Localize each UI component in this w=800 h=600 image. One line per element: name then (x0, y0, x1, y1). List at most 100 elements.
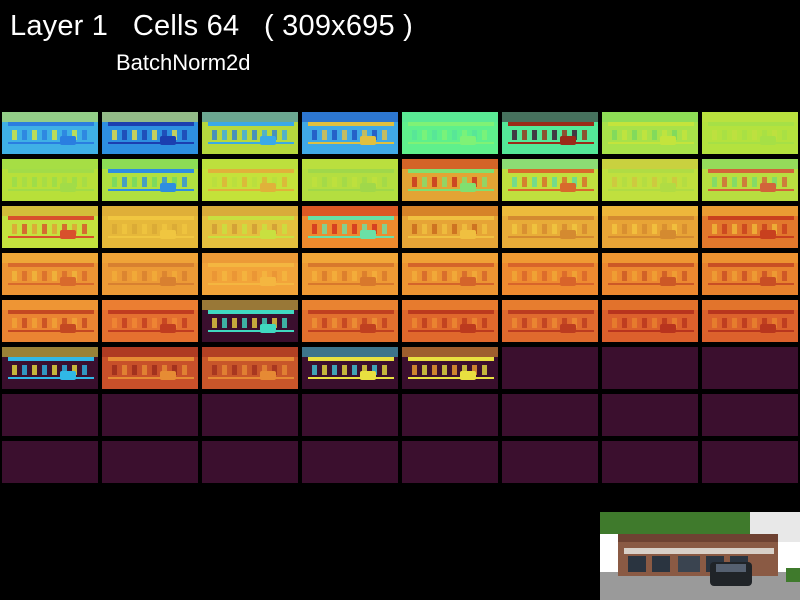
activation-map-icon (2, 253, 98, 295)
activation-map-icon (302, 300, 398, 342)
layer-type-label: BatchNorm2d (116, 49, 251, 77)
feature-map-cell (502, 206, 598, 248)
feature-map-cell (602, 347, 698, 389)
feature-map-cell (302, 253, 398, 295)
feature-map-cell (202, 300, 298, 342)
activation-map-icon (302, 394, 398, 436)
activation-map-icon (702, 300, 798, 342)
feature-map-cell (602, 394, 698, 436)
activation-map-icon (102, 159, 198, 201)
feature-map-cell (402, 394, 498, 436)
feature-map-cell (202, 347, 298, 389)
feature-map-cell (2, 206, 98, 248)
feature-map-cell (402, 206, 498, 248)
feature-map-cell (702, 300, 798, 342)
feature-map-cell (602, 441, 698, 483)
activation-map-icon (502, 112, 598, 154)
activation-map-icon (502, 347, 598, 389)
feature-map-cell (402, 159, 498, 201)
feature-map-cell (202, 394, 298, 436)
feature-map-cell (402, 253, 498, 295)
activation-map-icon (502, 441, 598, 483)
activation-map-icon (702, 159, 798, 201)
activation-map-icon (202, 253, 298, 295)
activation-map-icon (402, 206, 498, 248)
feature-map-cell (302, 347, 398, 389)
activation-map-icon (2, 394, 98, 436)
feature-map-cell (202, 441, 298, 483)
activation-map-icon (202, 300, 298, 342)
feature-map-cell (202, 206, 298, 248)
feature-map-cell (302, 159, 398, 201)
feature-map-cell (2, 300, 98, 342)
activation-map-icon (602, 112, 698, 154)
feature-map-cell (502, 300, 598, 342)
feature-map-cell (502, 394, 598, 436)
feature-map-cell (102, 441, 198, 483)
activation-map-icon (502, 300, 598, 342)
feature-map-cell (2, 159, 98, 201)
feature-map-cell (602, 206, 698, 248)
feature-map-cell (402, 347, 498, 389)
feature-map-cell (402, 112, 498, 154)
feature-map-cell (302, 394, 398, 436)
activation-map-icon (502, 394, 598, 436)
activation-map-icon (2, 112, 98, 154)
feature-map-cell (502, 347, 598, 389)
activation-map-icon (2, 300, 98, 342)
feature-map-cell (102, 300, 198, 342)
feature-map-cell (302, 300, 398, 342)
activation-map-icon (202, 206, 298, 248)
feature-map-cell (702, 253, 798, 295)
activation-map-icon (102, 394, 198, 436)
activation-map-icon (302, 441, 398, 483)
activation-map-icon (402, 159, 498, 201)
feature-map-cell (702, 159, 798, 201)
activation-map-icon (402, 300, 498, 342)
feature-map-cell (502, 159, 598, 201)
activation-map-icon (402, 112, 498, 154)
activation-map-icon (102, 206, 198, 248)
feature-map-cell (702, 347, 798, 389)
feature-map-cell (102, 394, 198, 436)
activation-map-icon (602, 441, 698, 483)
feature-map-cell (602, 253, 698, 295)
feature-map-cell (702, 206, 798, 248)
feature-map-cell (302, 206, 398, 248)
feature-map-cell (502, 441, 598, 483)
feature-map-cell (202, 112, 298, 154)
feature-map-cell (502, 112, 598, 154)
feature-map-cell (402, 441, 498, 483)
activation-map-icon (102, 347, 198, 389)
activation-map-icon (502, 253, 598, 295)
feature-map-cell (502, 253, 598, 295)
feature-map-cell (602, 112, 698, 154)
feature-map-cell (102, 159, 198, 201)
activation-map-icon (2, 441, 98, 483)
activation-map-icon (202, 394, 298, 436)
activation-map-icon (702, 206, 798, 248)
feature-map-cell (102, 347, 198, 389)
activation-map-icon (402, 394, 498, 436)
activation-map-icon (602, 300, 698, 342)
feature-map-cell (302, 112, 398, 154)
feature-map-cell (2, 441, 98, 483)
activation-map-icon (702, 112, 798, 154)
activation-map-icon (302, 253, 398, 295)
feature-map-cell (602, 300, 698, 342)
layer-title: Layer 1 Cells 64 ( 309x695 ) (10, 8, 413, 44)
activation-map-icon (502, 206, 598, 248)
activation-map-icon (202, 159, 298, 201)
activation-map-icon (202, 441, 298, 483)
feature-map-cell (102, 112, 198, 154)
activation-map-icon (402, 441, 498, 483)
activation-map-icon (202, 112, 298, 154)
activation-map-icon (602, 159, 698, 201)
activation-map-icon (2, 159, 98, 201)
feature-map-cell (702, 112, 798, 154)
feature-map-cell (2, 112, 98, 154)
feature-map-cell (702, 394, 798, 436)
feature-map-cell (202, 253, 298, 295)
feature-map-cell (102, 253, 198, 295)
